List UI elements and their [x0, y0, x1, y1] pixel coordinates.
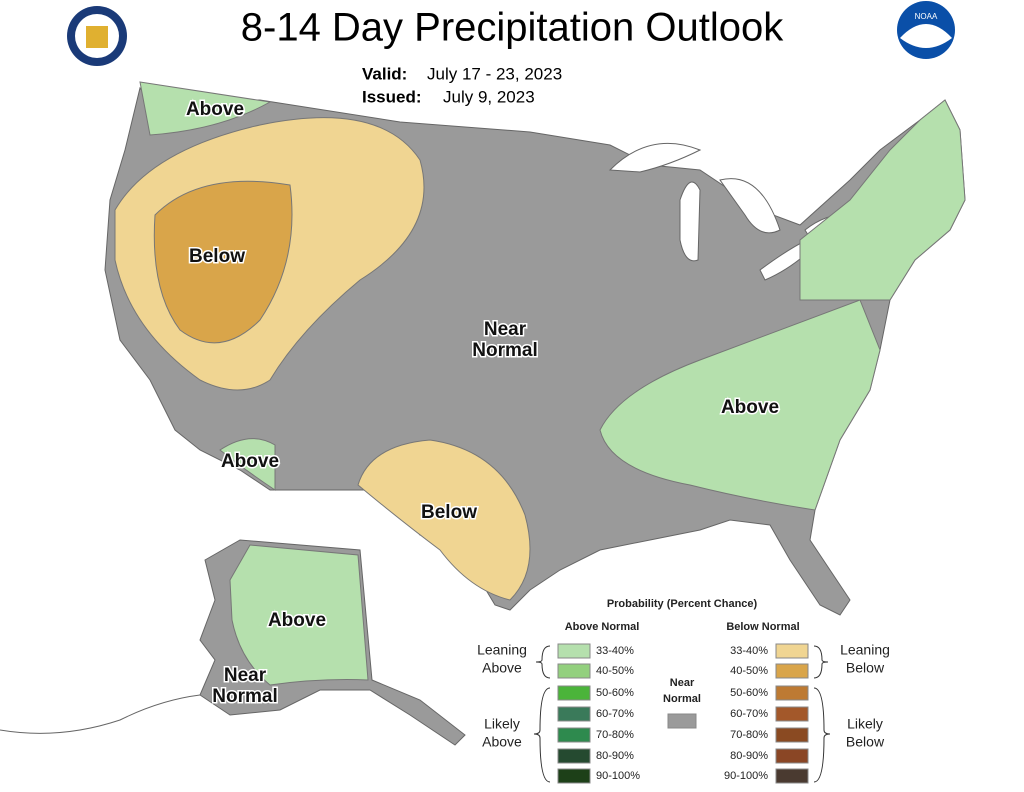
- legend-swatch: [667, 713, 697, 729]
- legend-label: 33-40%: [596, 645, 634, 657]
- legend-side: Likely: [847, 716, 883, 732]
- legend-side: Below: [846, 734, 885, 750]
- legend-label: 60-70%: [596, 708, 634, 720]
- alaska-above: [229, 544, 369, 686]
- legend-label: 80-90%: [596, 750, 634, 762]
- above-header: Above Normal: [565, 621, 640, 633]
- legend-label: Normal: [663, 693, 701, 705]
- alaska-coast: [0, 694, 201, 734]
- legend-swatch: [775, 706, 809, 722]
- map-label: Above: [268, 610, 326, 631]
- legend-label: Near: [670, 677, 695, 689]
- legend-label: 33-40%: [730, 645, 768, 657]
- legend-label: 50-60%: [596, 687, 634, 699]
- legend-label: 80-90%: [730, 750, 768, 762]
- outlook-regions: [114, 81, 966, 601]
- legend-label: 40-50%: [596, 665, 634, 677]
- legend-side: Leaning: [840, 642, 890, 658]
- map-label: Near: [484, 319, 527, 340]
- legend-side: Above: [482, 660, 522, 676]
- map-label: Below: [189, 246, 245, 267]
- valid-date: July 17 - 23, 2023: [427, 64, 562, 83]
- legend-label: 50-60%: [730, 687, 768, 699]
- legend-swatch: [557, 663, 591, 679]
- legend-swatch: [557, 643, 591, 659]
- map-label: Normal: [212, 686, 277, 707]
- noaa-text: NOAA: [915, 12, 938, 21]
- legend-side: Leaning: [477, 642, 527, 658]
- legend-label: 90-100%: [724, 770, 768, 782]
- legend-side: Above: [482, 734, 522, 750]
- noaa-logo: NOAA: [897, 1, 955, 59]
- map-label: Above: [221, 451, 279, 472]
- legend-swatch: [775, 748, 809, 764]
- legend-label: 40-50%: [730, 665, 768, 677]
- braces: [533, 645, 831, 783]
- legend-swatch: [775, 768, 809, 784]
- legend-label: 60-70%: [730, 708, 768, 720]
- map-label: Normal: [472, 340, 537, 361]
- legend-swatch: [557, 727, 591, 743]
- legend-swatch: [557, 768, 591, 784]
- map-label: Below: [421, 502, 477, 523]
- legend-swatch: [775, 643, 809, 659]
- legend-swatch: [775, 727, 809, 743]
- legend-swatch: [557, 706, 591, 722]
- legend-swatch: [557, 748, 591, 764]
- legend-label: 90-100%: [596, 770, 640, 782]
- below-header: Below Normal: [726, 621, 799, 633]
- map-label: Above: [186, 99, 244, 120]
- legend-side: Below: [846, 660, 885, 676]
- legend-swatch: [557, 685, 591, 701]
- legend-label: 70-80%: [596, 729, 634, 741]
- legend-swatch: [775, 685, 809, 701]
- legend-label: 70-80%: [730, 729, 768, 741]
- legend-swatch: [775, 663, 809, 679]
- valid-label: Valid:: [362, 64, 407, 83]
- map-label: Near: [224, 665, 267, 686]
- issued-label: Issued:: [362, 87, 422, 106]
- issued-date: July 9, 2023: [443, 87, 535, 106]
- map-label: Above: [721, 397, 779, 418]
- title: 8-14 Day Precipitation Outlook: [241, 6, 785, 50]
- doc-logo: [67, 6, 127, 66]
- legend-side: Likely: [484, 716, 520, 732]
- legend-title: Probability (Percent Chance): [607, 598, 758, 610]
